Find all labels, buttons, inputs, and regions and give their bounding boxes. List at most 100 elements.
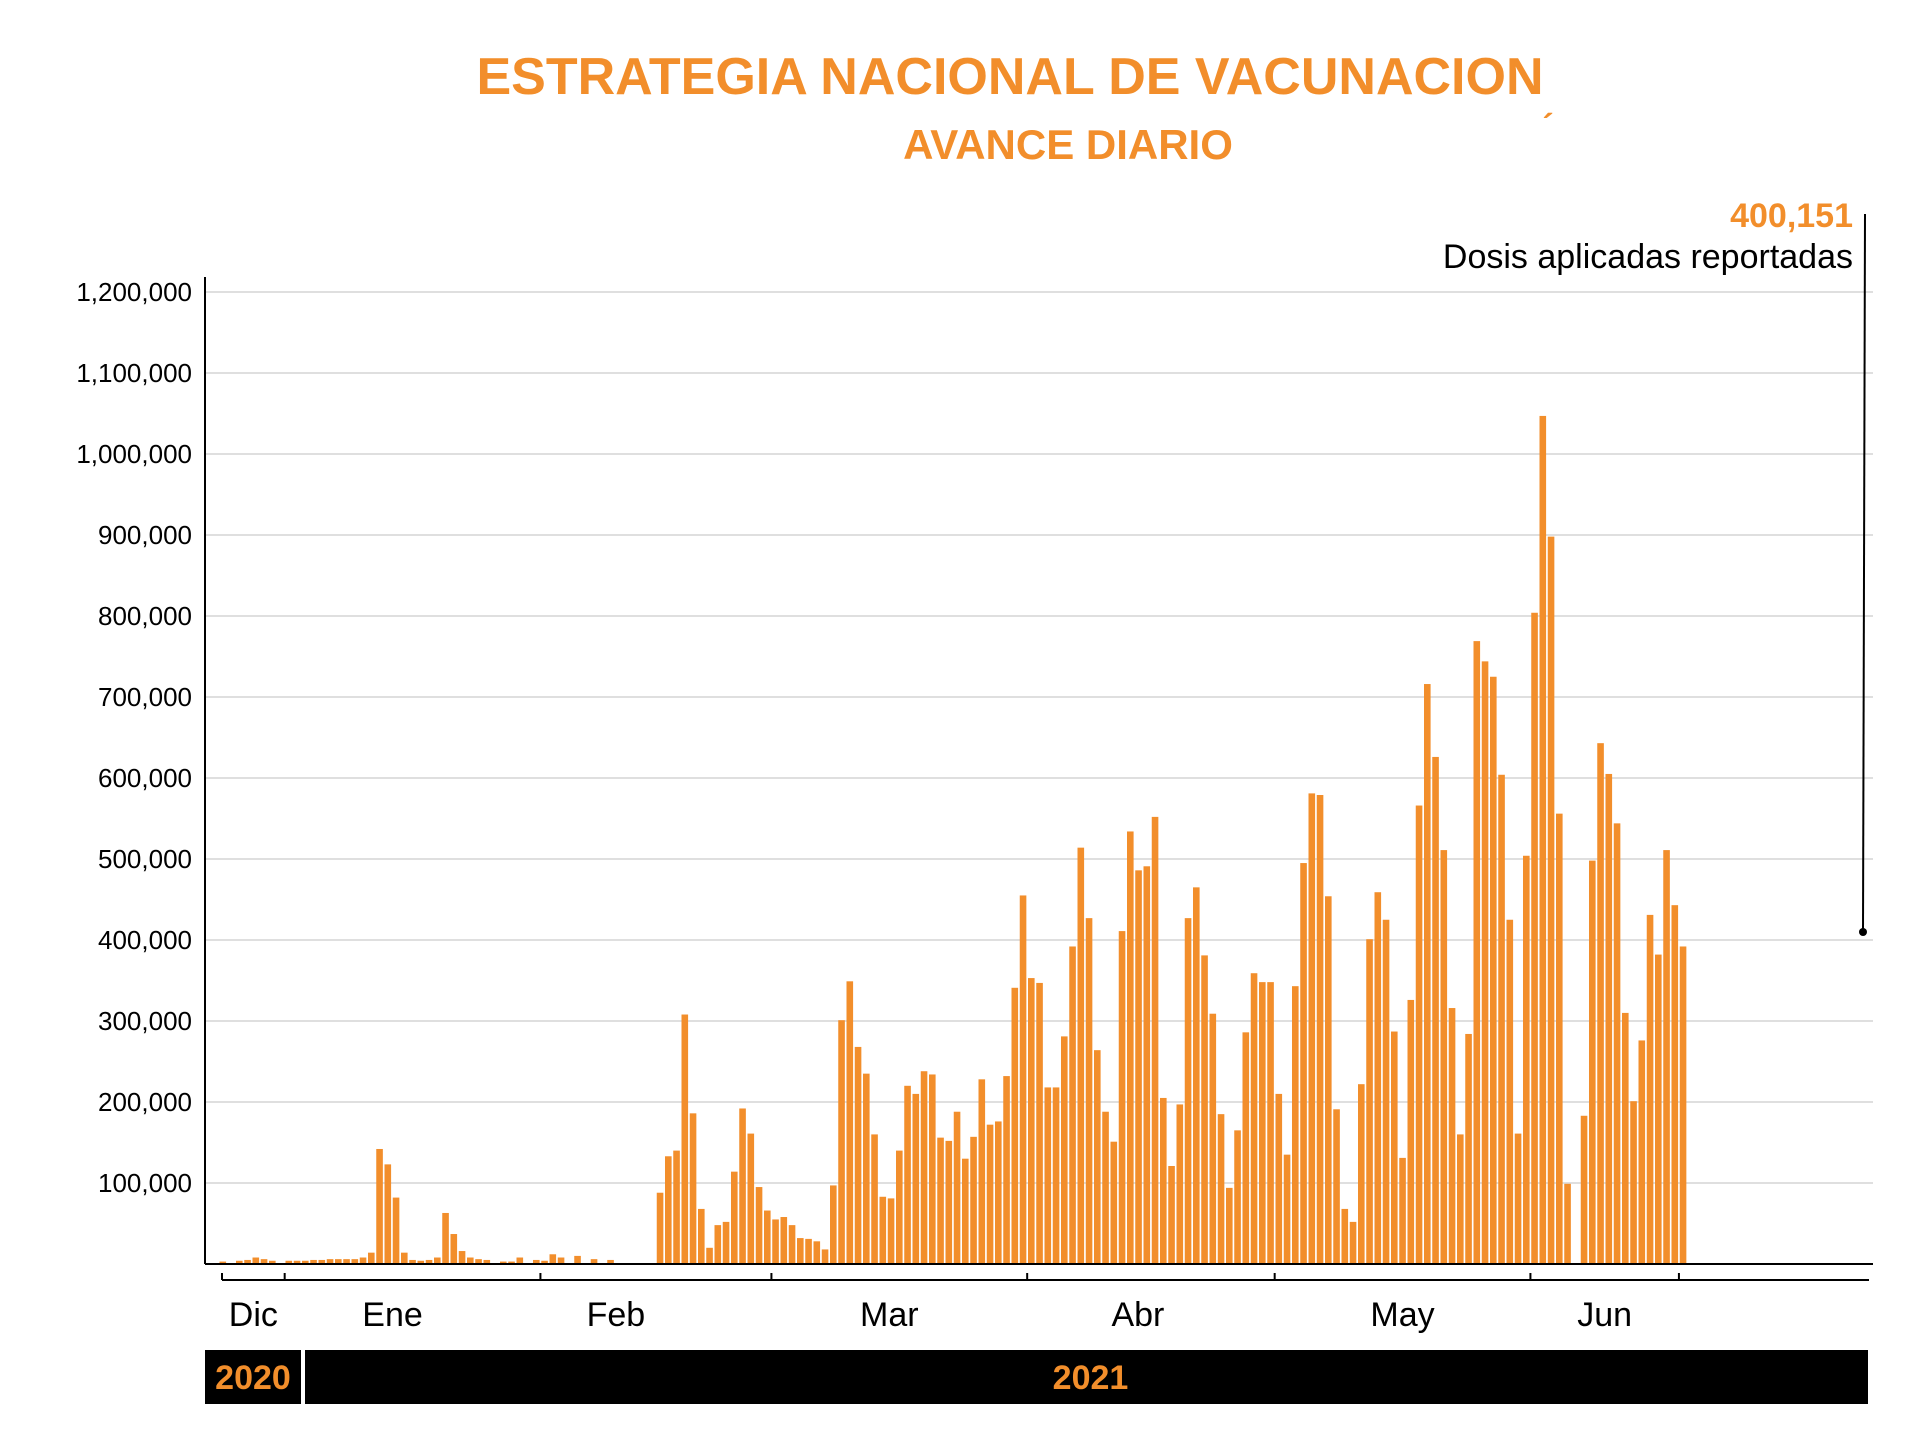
bar [1597,743,1604,1264]
bar [1135,870,1142,1264]
bar [335,1259,342,1264]
month-label: Ene [362,1296,423,1334]
y-tick-label: 500,000 [98,844,192,874]
bar [681,1014,689,1264]
bar [780,1217,788,1264]
bar [1143,866,1151,1264]
bar [1160,1097,1167,1264]
bar [376,1148,383,1264]
bar [1366,939,1373,1264]
bar [739,1108,746,1264]
bar [1201,955,1208,1264]
y-tick-label: 400,000 [98,925,192,955]
y-tick-label: 200,000 [98,1087,192,1117]
axes [204,277,1873,1281]
y-tick-label: 800,000 [98,601,192,631]
bar [1349,1221,1357,1264]
bar [1028,978,1035,1264]
bar [1564,1183,1571,1264]
y-tick-label: 1,000,000 [76,439,192,469]
bar [1275,1093,1283,1264]
bar [995,1121,1002,1264]
bar [1605,773,1613,1264]
bar [755,1187,763,1264]
bar [1003,1076,1010,1264]
title-accent-mark: ´ [1542,108,1553,146]
bar [1514,1133,1522,1264]
bar [293,1260,301,1264]
bar [434,1257,441,1264]
bar [871,1134,878,1264]
bar [442,1212,449,1264]
bar [1646,914,1654,1264]
bar [1531,612,1538,1264]
annotation-dot [1859,928,1867,936]
bar [219,1261,227,1264]
bar [1374,892,1382,1264]
bar [467,1257,474,1264]
bar [879,1196,887,1264]
bar [1011,987,1019,1264]
bar [1382,919,1390,1264]
bar [549,1254,557,1264]
bar [607,1259,614,1264]
bar [1308,793,1316,1264]
y-tick-label: 1,100,000 [76,358,192,388]
bar [887,1198,895,1264]
bar [846,981,854,1264]
bar [1069,946,1076,1264]
bar [1391,1031,1398,1264]
bar [343,1259,350,1264]
bar [310,1259,317,1264]
bar [1679,946,1687,1264]
bars [219,415,1687,1264]
bar [1630,1101,1637,1264]
bar [409,1259,416,1264]
y-tick-label: 600,000 [98,763,192,793]
month-labels: Dic Ene Feb Mar Abr May Jun [221,1273,1680,1334]
bar [590,1259,598,1264]
bar [1209,1013,1217,1264]
bar [978,1079,986,1264]
bar [920,1071,928,1264]
bar [326,1259,334,1264]
bar [986,1124,994,1264]
bar [912,1093,920,1264]
bar [1638,1040,1646,1264]
bar [1580,1115,1588,1264]
bar [1094,1050,1101,1264]
chart-title: ESTRATEGIA NACIONAL DE VACUNACION [477,48,1544,106]
year-band-segment [205,1350,301,1404]
bar [1556,813,1563,1264]
bar [557,1257,565,1264]
month-label: Dic [229,1296,278,1334]
bar [1407,999,1415,1264]
y-tick-label: 900,000 [98,520,192,550]
bar [1424,684,1431,1264]
bar [788,1225,796,1264]
bar [1415,805,1423,1264]
y-tick-label: 700,000 [98,682,192,712]
bar [772,1219,779,1264]
bar [1432,756,1439,1264]
bar [269,1260,276,1264]
bar [1193,887,1200,1264]
bar [863,1073,870,1264]
annotation-leader-line [1862,213,1866,933]
bar [813,1241,821,1264]
bar [665,1156,672,1264]
bar [1168,1165,1175,1264]
bar [1473,641,1481,1264]
bar [1118,931,1126,1264]
bar [425,1259,433,1264]
bar [1547,536,1555,1264]
bar [896,1150,903,1264]
bar [1498,774,1505,1264]
bar [1622,1012,1629,1264]
bar [1077,847,1085,1264]
bar [945,1140,953,1264]
bar [252,1257,260,1264]
bar [508,1261,515,1264]
bar [714,1225,722,1264]
bar [830,1185,837,1264]
